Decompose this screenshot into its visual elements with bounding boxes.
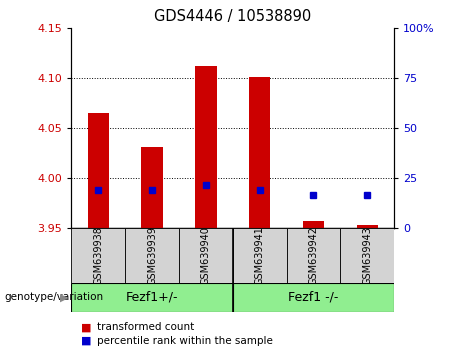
Bar <box>233 283 394 312</box>
Text: ■: ■ <box>81 322 91 332</box>
Bar <box>142 147 163 228</box>
Bar <box>71 228 125 283</box>
Text: GSM639940: GSM639940 <box>201 226 211 285</box>
Text: Fezf1 -/-: Fezf1 -/- <box>288 291 339 304</box>
Text: GSM639941: GSM639941 <box>254 226 265 285</box>
Title: GDS4446 / 10538890: GDS4446 / 10538890 <box>154 9 312 24</box>
Bar <box>179 228 233 283</box>
Bar <box>233 228 287 283</box>
Text: transformed count: transformed count <box>97 322 194 332</box>
Bar <box>287 228 340 283</box>
Text: percentile rank within the sample: percentile rank within the sample <box>97 336 273 346</box>
Text: GSM639939: GSM639939 <box>147 226 157 285</box>
Text: genotype/variation: genotype/variation <box>5 292 104 302</box>
Bar <box>303 221 324 228</box>
Text: ■: ■ <box>81 336 91 346</box>
Text: ▶: ▶ <box>60 292 68 302</box>
Bar <box>88 113 109 228</box>
Bar <box>249 77 271 228</box>
Text: GSM639942: GSM639942 <box>308 226 319 285</box>
Bar <box>356 225 378 228</box>
Bar <box>340 228 394 283</box>
Text: Fezf1+/-: Fezf1+/- <box>126 291 178 304</box>
Bar <box>71 283 233 312</box>
Bar <box>125 228 179 283</box>
Bar <box>195 66 217 228</box>
Text: GSM639943: GSM639943 <box>362 226 372 285</box>
Text: GSM639938: GSM639938 <box>93 226 103 285</box>
